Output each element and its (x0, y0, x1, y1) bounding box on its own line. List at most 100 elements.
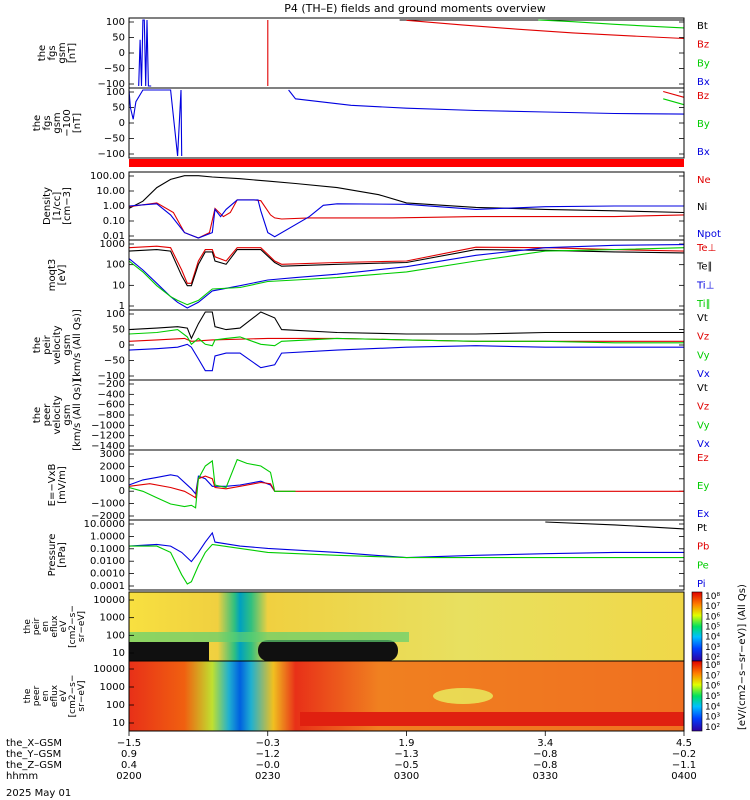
orbit-row-value: −0.8 (533, 749, 557, 760)
pressure-ytick-label: 0.0001 (90, 581, 125, 592)
peir-velocity-series-vy (128, 329, 684, 347)
peir-eflux-yaxis: 10000 1000 100 10 thepeirenefluxeV[cm2−s−sr−… (23, 595, 134, 659)
orbit-row-value: 0400 (671, 771, 696, 782)
orbit-row-label: the_X–GSM (6, 738, 62, 749)
fgs-gsm-ylabel-line: the (37, 45, 48, 61)
peir-velocity-ylabel-line: peir (42, 334, 53, 354)
pressure-ytick-label: 0.0010 (90, 569, 125, 580)
pressure-legend-entry: Pt (697, 523, 707, 534)
efield-ytick-label: 0 (119, 486, 125, 497)
colorbar-tick-label: 10² (705, 723, 720, 733)
colorbar-label: [eV/(cm2−s−sr−eV)] (All Qs) (737, 584, 748, 730)
peer-velocity-ylabel-line: [km/s (All Qs)] (72, 379, 83, 451)
density-ytick-label: 1.00 (103, 201, 125, 212)
density-ytick-label: 0.01 (103, 231, 125, 242)
peir-eflux-ylabel-line: [cm2−s− (68, 605, 78, 648)
orbit-row-value: 0230 (255, 771, 280, 782)
colorbar-2 (691, 660, 703, 732)
orbit-row-value: −0.3 (256, 738, 280, 749)
peer-velocity-ytick-label: −600 (98, 400, 125, 411)
efield-ytick-label: 3000 (100, 449, 125, 460)
efield-legend-entry: Ez (697, 453, 709, 464)
temperature-ytick-label: 10 (112, 280, 125, 291)
peer-eflux-ylabel-line: peer (32, 685, 42, 706)
pressure-legend-entry: Pi (697, 579, 706, 590)
pressure-series-pe (129, 543, 684, 585)
pressure-ylabel-line: [nPa] (57, 542, 68, 568)
fgs-gsm-zoom-ylabel-line: the (32, 115, 43, 131)
peer-velocity-legend-entry: Vy (697, 420, 710, 431)
efield-ylabel: E=−VxB[mV/m] (47, 464, 68, 507)
fgs-gsm-zoom-series-bx-late (288, 89, 685, 115)
peir-velocity-ylabel-line: gsm (62, 334, 73, 355)
temperature-legend-entry: Te⊥ (696, 243, 716, 254)
peer-velocity-ytick-label: −800 (98, 410, 125, 421)
efield-ytick-label: −2000 (91, 511, 125, 522)
temperature-series-te⊥ (128, 245, 685, 284)
fgs-gsm-ylabel-line: fgs (47, 45, 58, 60)
peer-velocity-panel: −200−400−600−800−1000−1200−1400 thepeerve… (32, 379, 710, 452)
density-ylabel-line: [cm−3] (62, 187, 73, 225)
orbit-row-value: −0.8 (533, 760, 557, 771)
colorbar-tick-label: 10³ (705, 713, 720, 723)
temperature-series-ti⊥ (128, 244, 685, 309)
peir-velocity-series-vt (128, 311, 684, 340)
peir-velocity-ytick-label: −50 (104, 356, 125, 367)
orbit-row-label: hhmm (6, 771, 38, 782)
density-legend-entry: Ne (697, 175, 711, 186)
peer-eflux-green-blob (433, 688, 493, 704)
temperature-legend-entry: Ti∥ (696, 299, 711, 310)
orbit-row-value: 0330 (533, 771, 558, 782)
colorbar-tick-label: 10⁴ (705, 633, 720, 643)
peir-eflux-ytick-label: 10 (112, 648, 125, 659)
fgs-gsm-ylabel-line: [nT] (67, 43, 78, 63)
colorbar-tick-label: 10⁶ (705, 612, 720, 622)
peer-eflux-ytick-label: 1000 (100, 682, 125, 693)
efield-ytick-label: −1000 (91, 499, 125, 510)
orbit-row-value: 4.5 (676, 738, 692, 749)
peir-eflux-ylabel-line: eV (59, 620, 69, 633)
temperature-legend-entry: Ti⊥ (696, 280, 714, 291)
peer-velocity-ylabel: thepeervelocitygsm[km/s (All Qs)] (32, 379, 83, 451)
peir-eflux-panel (128, 591, 685, 662)
efield-legend-entry: Ex (697, 509, 709, 520)
density-ylabel: Density[1/cc][cm−3] (42, 187, 73, 225)
fgs-gsm-zoom-ytick-label: 0 (119, 118, 125, 129)
peir-eflux-ylabel-line: en (41, 621, 51, 632)
density-ylabel-line: [1/cc] (52, 192, 63, 221)
fgs-gsm-frame (128, 17, 685, 89)
density-ytick-label: 10.00 (96, 186, 125, 197)
pressure-frame (128, 519, 685, 591)
peer-velocity-ytick-label: −1200 (91, 431, 125, 442)
pressure-series-pt (545, 521, 685, 530)
colorbar-tick-label: 10⁵ (705, 692, 720, 702)
peir-eflux-ylabel-line: eflux (50, 615, 60, 638)
peir-velocity-ylabel-line: the (32, 337, 43, 353)
peir-eflux-spectrogram (129, 592, 684, 661)
fgs-gsm-zoom-ylabel: thefgsgsm−100[nT] (32, 109, 83, 136)
fgs-gsm-series-bx (138, 19, 152, 87)
orbit-row-value: −0.0 (256, 760, 280, 771)
peir-velocity-ylabel: thepeirvelocitygsm[km/s (All Qs)] (32, 309, 83, 381)
fgs-gsm-legend-entry: By (697, 58, 710, 69)
efield-legend-entry: Ey (697, 481, 709, 492)
peer-eflux-ylabel-line: [cm2−s− (68, 675, 78, 718)
date-label: 2025 May 01 (6, 788, 71, 799)
density-series-npot (128, 199, 684, 239)
density-ylabel-line: Density (42, 187, 53, 225)
pressure-ytick-label: 0.1000 (90, 544, 125, 555)
density-legend-entry: Npot (697, 229, 721, 240)
fgs-gsm-zoom-ytick-label: 100 (106, 87, 125, 98)
orbit-row-label: the_Y–GSM (6, 749, 61, 760)
peer-velocity-frame (128, 379, 685, 451)
temperature-legend-entry: Te∥ (696, 262, 713, 273)
colorbar-tick-label: 10⁶ (705, 682, 720, 692)
peir-velocity-legend-entry: Vz (697, 332, 709, 343)
colorbar-tick-label: 10⁸ (705, 592, 720, 602)
peer-eflux-ylabel-line: the (23, 688, 33, 703)
pressure-legend-entry: Pb (697, 542, 709, 553)
orbit-row-value: 0.9 (121, 749, 137, 760)
